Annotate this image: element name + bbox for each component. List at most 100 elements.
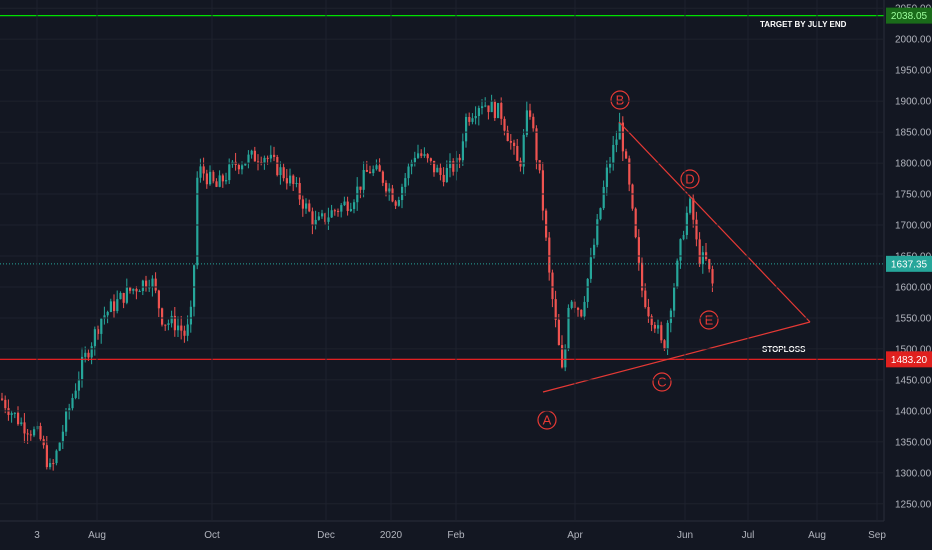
candle-body	[410, 162, 413, 167]
candle-body	[109, 301, 112, 312]
candle-body	[202, 166, 205, 174]
candle-body	[244, 162, 247, 166]
candle-body	[551, 272, 554, 300]
candle-body	[413, 157, 416, 163]
candle-body	[58, 442, 61, 451]
price-tick-label: 1300.00	[895, 468, 932, 479]
candle-body	[122, 292, 125, 303]
candle-body	[263, 157, 266, 163]
candle-body	[557, 319, 560, 346]
candle-body	[452, 161, 455, 172]
candle-body	[4, 399, 7, 409]
candle-body	[436, 167, 439, 173]
candle-body	[362, 169, 365, 190]
candle-body	[324, 213, 327, 222]
candle-body	[385, 182, 388, 192]
target-annotation: TARGET BY JULY END	[760, 20, 847, 29]
candle-body	[148, 287, 151, 289]
candle-body	[682, 234, 685, 240]
date-tick-label: Feb	[447, 530, 465, 541]
candle-body	[100, 318, 103, 334]
candle-body	[170, 315, 173, 324]
candle-body	[589, 257, 592, 279]
candle-body	[164, 324, 167, 326]
last-price-badge	[886, 255, 932, 272]
candle-body	[685, 212, 688, 235]
candle-body	[605, 167, 608, 187]
candle-body	[285, 178, 288, 184]
candle-body	[445, 167, 448, 183]
candle-body	[81, 356, 84, 380]
candle-body	[711, 269, 714, 284]
candle-body	[154, 278, 157, 291]
candle-body	[97, 329, 100, 334]
candle-body	[561, 345, 564, 368]
candle-body	[519, 160, 522, 167]
candle-body	[567, 307, 570, 349]
candle-body	[365, 169, 368, 172]
candle-body	[525, 110, 528, 135]
candle-body	[228, 164, 231, 181]
candle-body	[522, 134, 525, 167]
wave-d-circle	[680, 169, 700, 189]
candle-body	[647, 307, 650, 317]
candle-body	[529, 110, 532, 117]
candle-body	[215, 181, 218, 187]
candle-body	[125, 286, 128, 303]
price-axis[interactable]: 1250.00 1300.00 1350.00 1400.00 1450.00 1500.…	[0, 4, 932, 511]
candle-body	[618, 122, 621, 140]
candle-body	[577, 307, 580, 310]
candle-body	[71, 397, 74, 409]
candle-body	[205, 173, 208, 185]
candle-body	[167, 323, 170, 325]
candle-body	[68, 408, 71, 412]
time-axis[interactable]: 3 Aug Oct Dec 2020 Feb Apr Jun Jul Aug Sep	[34, 0, 886, 541]
stoploss-price-badge-label: 1483.20	[891, 355, 928, 366]
candle-body	[129, 286, 132, 291]
candle-body	[20, 422, 23, 425]
candle-body	[33, 429, 36, 436]
date-tick-label: Aug	[88, 530, 106, 541]
candle-body	[103, 315, 106, 319]
candle-body	[135, 288, 138, 292]
candle-body	[119, 292, 122, 300]
candle-body	[449, 161, 452, 168]
candle-body	[509, 141, 512, 143]
candle-body	[295, 183, 298, 185]
price-badges: 2038.05 1483.20 1637.35	[886, 7, 932, 368]
candle-body	[490, 101, 493, 113]
candle-body	[429, 158, 432, 161]
candle-body	[289, 175, 292, 184]
candle-body	[394, 201, 397, 206]
price-tick-label: 1350.00	[895, 437, 932, 448]
candle-body	[388, 188, 391, 192]
candle-body	[657, 325, 660, 329]
candle-body	[145, 280, 148, 288]
candle-body	[701, 252, 704, 265]
candle-body	[660, 325, 663, 341]
candle-body	[65, 411, 68, 432]
wave-a-label: A	[543, 413, 552, 428]
wave-e-label: E	[705, 313, 714, 328]
candle-body	[17, 412, 20, 425]
candle-body	[423, 154, 426, 156]
candle-body	[381, 171, 384, 183]
candle-body	[481, 106, 484, 109]
candle-body	[196, 177, 199, 266]
candle-body	[161, 308, 164, 325]
candle-body	[311, 211, 314, 225]
target-price-badge	[886, 7, 932, 24]
candle-body	[676, 260, 679, 288]
candle-body	[497, 103, 500, 119]
candle-body	[404, 178, 407, 187]
candle-body	[141, 280, 144, 292]
date-tick-label: Dec	[317, 530, 335, 541]
candle-body	[516, 145, 519, 161]
candle-body	[653, 324, 656, 329]
candle-body	[84, 352, 87, 357]
candle-body	[1, 398, 4, 400]
candle-body	[314, 219, 317, 225]
candle-body	[7, 408, 10, 415]
candle-body	[218, 175, 221, 187]
